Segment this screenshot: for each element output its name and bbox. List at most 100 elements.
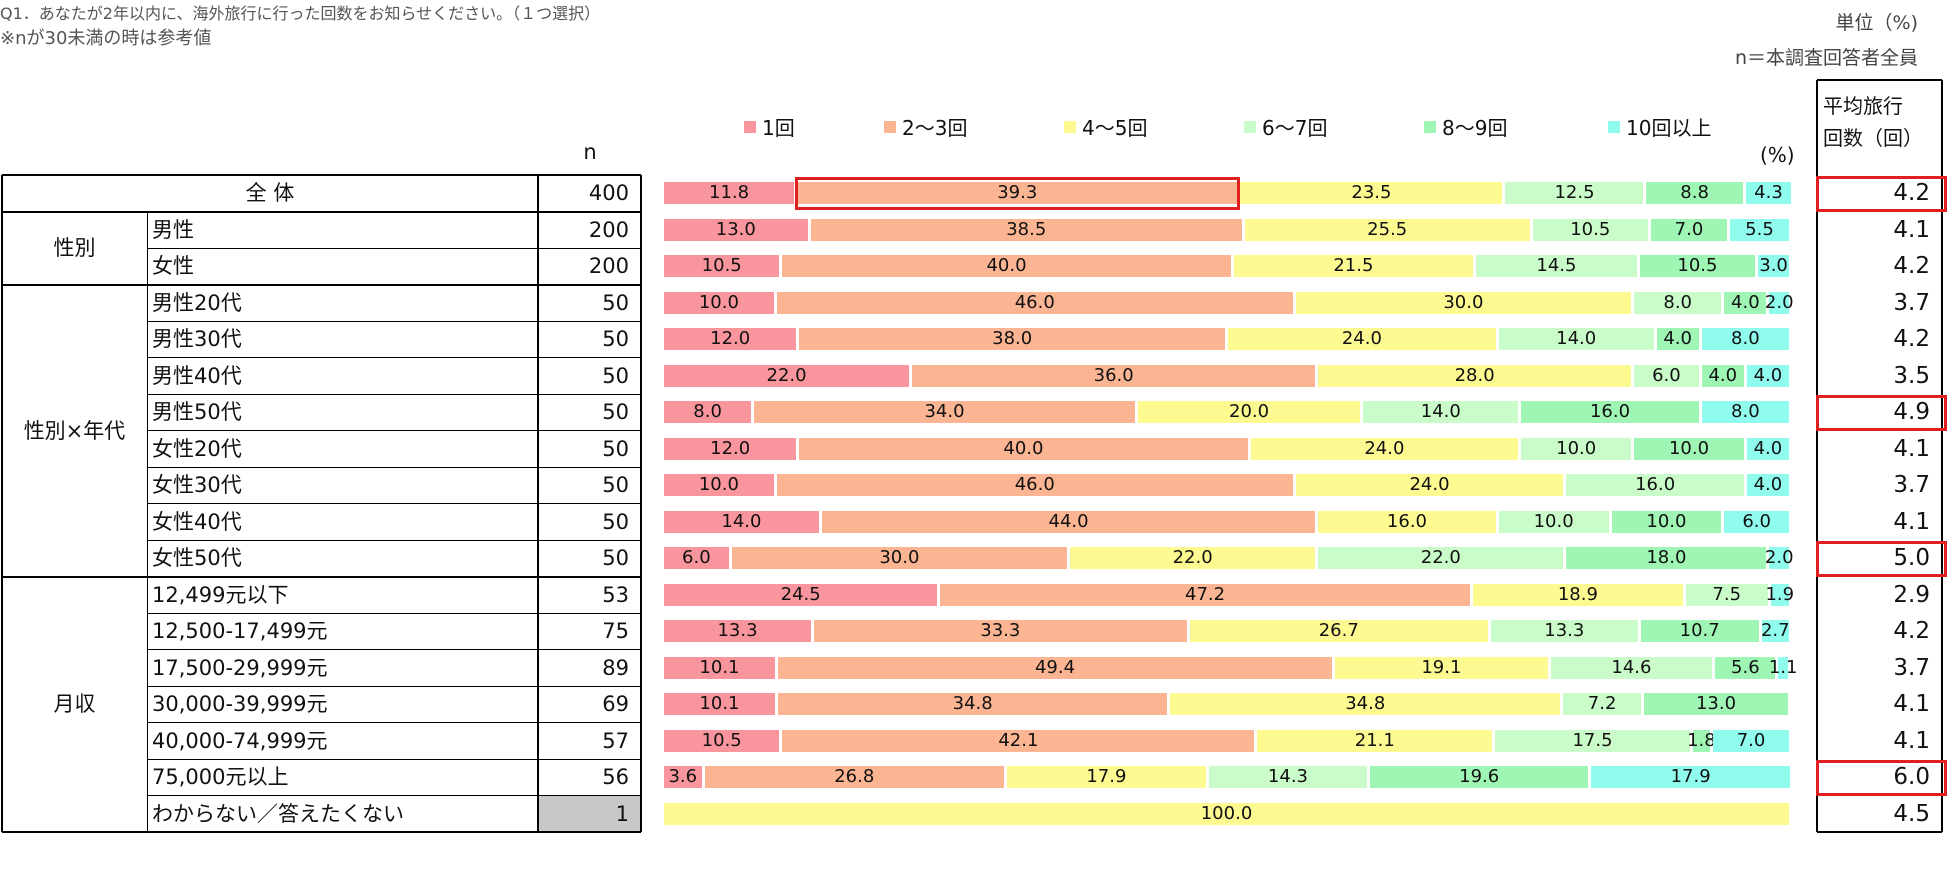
bar-segment: 24.0	[1250, 437, 1519, 460]
bar-segment: 17.5	[1495, 729, 1690, 752]
row-label: 12,499元以下	[152, 582, 289, 607]
bar-segment: 4.3	[1745, 182, 1792, 204]
avg-column-border	[1816, 80, 1818, 832]
n-value: 75	[602, 619, 629, 643]
table-row-border	[147, 649, 641, 650]
bar-segment: 33.3	[814, 620, 1187, 642]
avg-header-line2: 回数（回）	[1823, 126, 1923, 150]
bar-segment: 16.0	[1521, 401, 1699, 423]
average-value: 4.2	[1893, 180, 1930, 206]
table-row-border	[2, 831, 641, 833]
row-label: 30,000-39,999元	[152, 692, 328, 716]
table-col-border	[537, 175, 539, 832]
percent-label: (%)	[1760, 143, 1795, 167]
bar-segment: 4.0	[1701, 364, 1744, 387]
average-value: 3.7	[1893, 654, 1930, 681]
average-value: 4.9	[1893, 399, 1930, 425]
bar-segment: 44.0	[821, 510, 1316, 533]
bar-segment: 100.0	[664, 802, 1789, 825]
bar-segment: 13.0	[1644, 693, 1788, 715]
row-label: 75,000元以上	[152, 765, 289, 789]
bar-segment: 14.0	[1498, 328, 1654, 350]
bar-segment: 24.5	[664, 583, 938, 606]
bar-segment: 10.5	[1532, 218, 1648, 241]
bar-segment: 34.8	[1170, 693, 1560, 715]
table-row-border	[147, 430, 641, 431]
n-value: 50	[602, 509, 629, 534]
group-divider	[146, 284, 148, 577]
row-label: 男性40代	[152, 363, 242, 388]
bar-segment: 18.0	[1566, 547, 1767, 569]
table-row-border	[147, 722, 641, 723]
bar-segment: 40.0	[799, 437, 1248, 460]
average-value: 4.5	[1893, 800, 1930, 827]
group-label: 月収	[53, 692, 96, 717]
bar-segment: 8.8	[1646, 182, 1743, 204]
average-value: 4.2	[1893, 253, 1930, 279]
average-value: 4.1	[1893, 727, 1930, 754]
legend-swatch	[1608, 120, 1620, 133]
row-label: 女性	[152, 254, 194, 278]
n-value: 50	[602, 363, 629, 388]
bar-segment: 1.1	[1768, 656, 1798, 679]
legend-swatch	[1064, 120, 1076, 133]
avg-column-header: 平均旅行 回数（回）	[1817, 90, 1942, 154]
bar-segment: 10.5	[1639, 255, 1756, 277]
bar-segment: 12.0	[664, 437, 797, 460]
base-label: n＝本調査回答者全員	[1734, 47, 1918, 69]
bar-segment: 2.7	[1760, 620, 1790, 642]
bar-segment: 10.7	[1640, 620, 1759, 642]
legend-label: 6～7回	[1262, 116, 1328, 140]
row-label: 男性	[152, 217, 194, 242]
legend-item: 10回以上	[1608, 112, 1711, 141]
bar-segment: 14.6	[1550, 656, 1713, 679]
row-label: 40,000-74,999元	[152, 728, 328, 753]
legend-swatch	[884, 120, 896, 133]
table-row-border	[2, 174, 641, 176]
legend-label: 4～5回	[1082, 116, 1148, 140]
bar-segment: 1.9	[1765, 583, 1795, 606]
bar-segment: 6.0	[664, 547, 729, 569]
average-value: 4.1	[1893, 508, 1930, 535]
bar-segment: 7.2	[1563, 693, 1642, 715]
bar-segment: 10.5	[664, 729, 780, 752]
bar-segment: 14.0	[1363, 401, 1519, 423]
n-value: 50	[602, 290, 629, 315]
bar-segment: 1.8	[1687, 729, 1716, 752]
bar-segment: 20.0	[1137, 401, 1361, 423]
average-value: 4.1	[1893, 435, 1930, 462]
table-row-border	[147, 539, 641, 541]
bar-segment: 21.1	[1257, 729, 1493, 752]
table-row-border	[147, 503, 641, 504]
bar-segment: 47.2	[940, 583, 1470, 606]
bar-segment: 5.6	[1715, 656, 1776, 679]
table-col-border	[640, 175, 642, 832]
avg-column-border	[1817, 831, 1942, 833]
row-label: 12,500-17,499元	[152, 619, 328, 643]
n-value: 200	[588, 217, 629, 242]
bar-segment: 16.0	[1318, 510, 1496, 533]
bar-segment: 25.5	[1244, 218, 1530, 241]
table-row-border	[147, 466, 641, 468]
bar-segment: 22.0	[664, 364, 910, 387]
n-value: 57	[602, 728, 629, 753]
table-row-border	[2, 575, 641, 578]
bar-segment: 14.0	[664, 510, 819, 533]
bar-segment: 10.0	[1521, 437, 1632, 460]
row-label: わからない／答えたくない	[152, 801, 404, 826]
n-value: 69	[602, 692, 629, 716]
avg-header-line1: 平均旅行	[1823, 94, 1903, 118]
average-value: 2.9	[1893, 581, 1930, 608]
bar-segment: 26.7	[1189, 620, 1488, 642]
group-label: 性別	[53, 236, 96, 260]
legend-item: 1回	[744, 112, 795, 141]
bar-segment: 5.5	[1729, 218, 1789, 241]
row-label: 女性40代	[152, 509, 242, 534]
n-value: 50	[602, 473, 629, 497]
bar-segment: 30.0	[731, 547, 1068, 569]
average-value: 4.2	[1893, 618, 1930, 644]
bar-segment: 23.5	[1240, 182, 1503, 204]
n-column-header: n	[583, 140, 597, 164]
legend-swatch	[1424, 120, 1436, 133]
n-value: 89	[602, 655, 629, 680]
